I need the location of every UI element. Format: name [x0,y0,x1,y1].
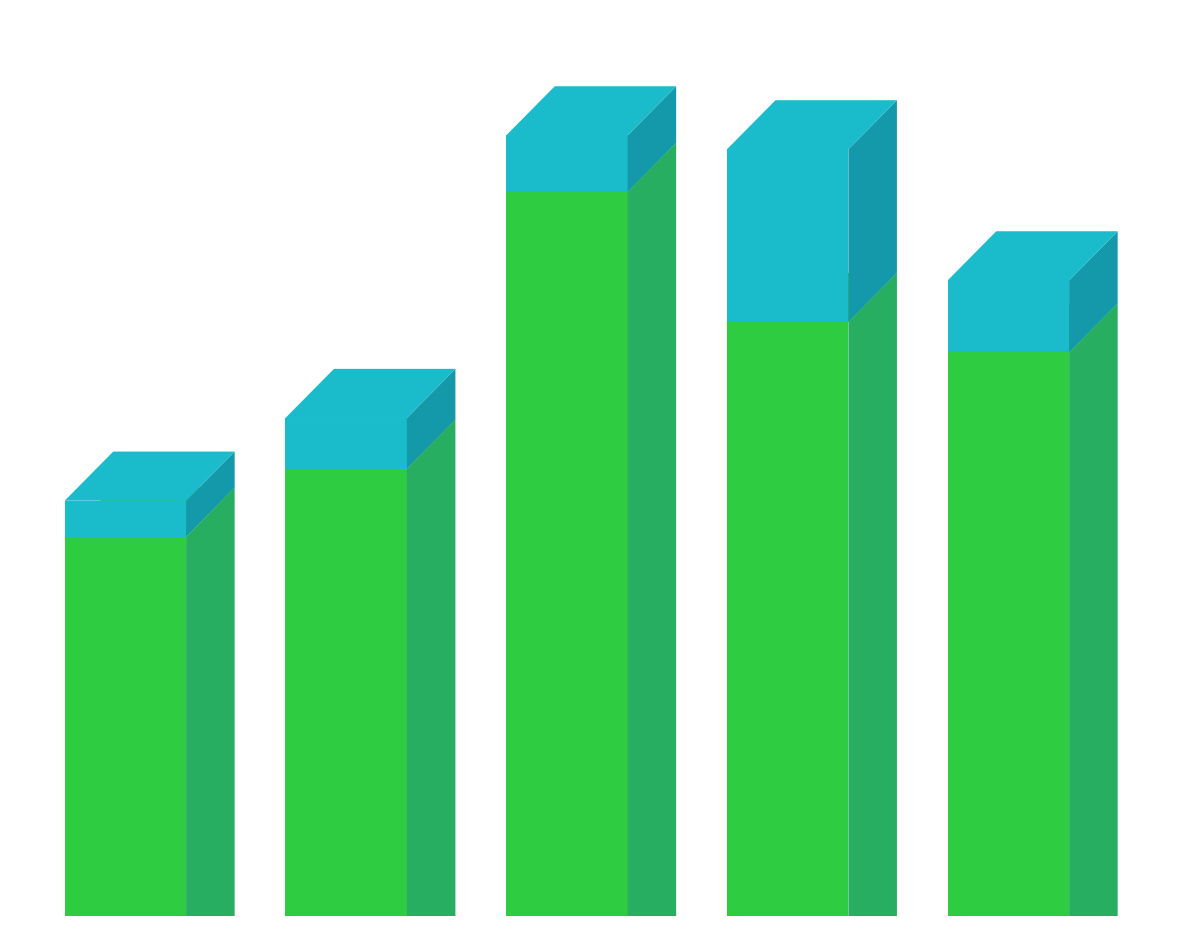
Polygon shape [506,135,628,192]
Polygon shape [727,149,848,322]
Polygon shape [407,420,456,916]
Polygon shape [286,469,407,916]
Polygon shape [506,87,676,135]
Polygon shape [286,369,456,418]
Polygon shape [948,231,1117,280]
Polygon shape [1069,304,1117,916]
Polygon shape [65,501,186,537]
Polygon shape [65,537,186,916]
Polygon shape [948,304,1117,353]
Polygon shape [186,488,235,916]
Polygon shape [286,420,456,469]
Polygon shape [848,273,896,916]
Polygon shape [506,142,676,192]
Polygon shape [65,452,235,501]
Polygon shape [286,418,407,469]
Polygon shape [628,142,676,916]
Polygon shape [727,101,896,149]
Polygon shape [65,488,235,537]
Polygon shape [848,101,896,322]
Polygon shape [727,273,896,322]
Polygon shape [506,192,628,916]
Polygon shape [948,280,1069,353]
Polygon shape [628,87,676,192]
Polygon shape [1069,231,1117,353]
Polygon shape [727,322,848,916]
Polygon shape [407,369,456,469]
Polygon shape [948,353,1069,916]
Polygon shape [186,452,235,537]
